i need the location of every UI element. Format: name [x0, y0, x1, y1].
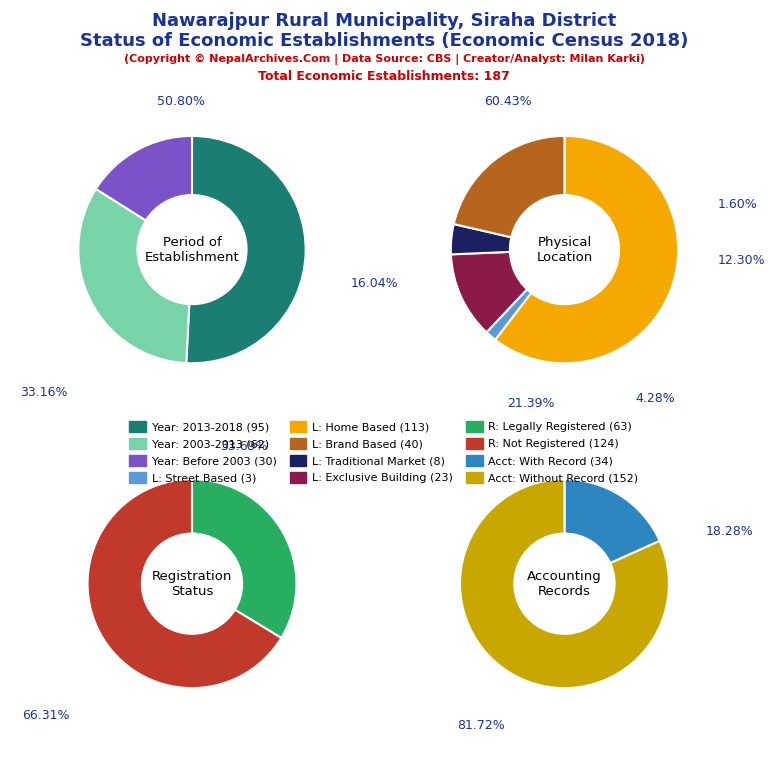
Text: Period of
Establishment: Period of Establishment — [144, 236, 240, 263]
Wedge shape — [88, 479, 281, 688]
Text: Accounting
Records: Accounting Records — [527, 570, 602, 598]
Text: Physical
Location: Physical Location — [536, 236, 593, 263]
Text: Nawarajpur Rural Municipality, Siraha District: Nawarajpur Rural Municipality, Siraha Di… — [152, 12, 616, 29]
Wedge shape — [187, 136, 306, 363]
Text: 33.69%: 33.69% — [220, 440, 268, 453]
Text: 1.60%: 1.60% — [718, 197, 758, 210]
Wedge shape — [454, 136, 564, 237]
Text: Status of Economic Establishments (Economic Census 2018): Status of Economic Establishments (Econo… — [80, 32, 688, 50]
Text: 16.04%: 16.04% — [351, 277, 399, 290]
Wedge shape — [495, 136, 678, 363]
Text: 21.39%: 21.39% — [507, 397, 554, 410]
Wedge shape — [460, 479, 669, 688]
Text: Registration
Status: Registration Status — [152, 570, 232, 598]
Text: 4.28%: 4.28% — [636, 392, 675, 405]
Text: 18.28%: 18.28% — [706, 525, 753, 538]
Text: Total Economic Establishments: 187: Total Economic Establishments: 187 — [258, 70, 510, 83]
Text: 81.72%: 81.72% — [457, 720, 505, 733]
Wedge shape — [564, 479, 660, 563]
Text: 50.80%: 50.80% — [157, 94, 204, 108]
Wedge shape — [486, 290, 531, 339]
Text: 33.16%: 33.16% — [21, 386, 68, 399]
Wedge shape — [451, 224, 511, 254]
Text: 66.31%: 66.31% — [22, 709, 70, 722]
Wedge shape — [78, 189, 189, 363]
Text: (Copyright © NepalArchives.Com | Data Source: CBS | Creator/Analyst: Milan Karki: (Copyright © NepalArchives.Com | Data So… — [124, 54, 644, 65]
Wedge shape — [451, 252, 527, 333]
Wedge shape — [192, 479, 296, 638]
Wedge shape — [96, 136, 192, 220]
Text: 60.43%: 60.43% — [484, 94, 531, 108]
Text: 12.30%: 12.30% — [718, 254, 766, 267]
Legend: Year: 2013-2018 (95), Year: 2003-2013 (62), Year: Before 2003 (30), L: Street Ba: Year: 2013-2018 (95), Year: 2003-2013 (6… — [125, 416, 643, 488]
